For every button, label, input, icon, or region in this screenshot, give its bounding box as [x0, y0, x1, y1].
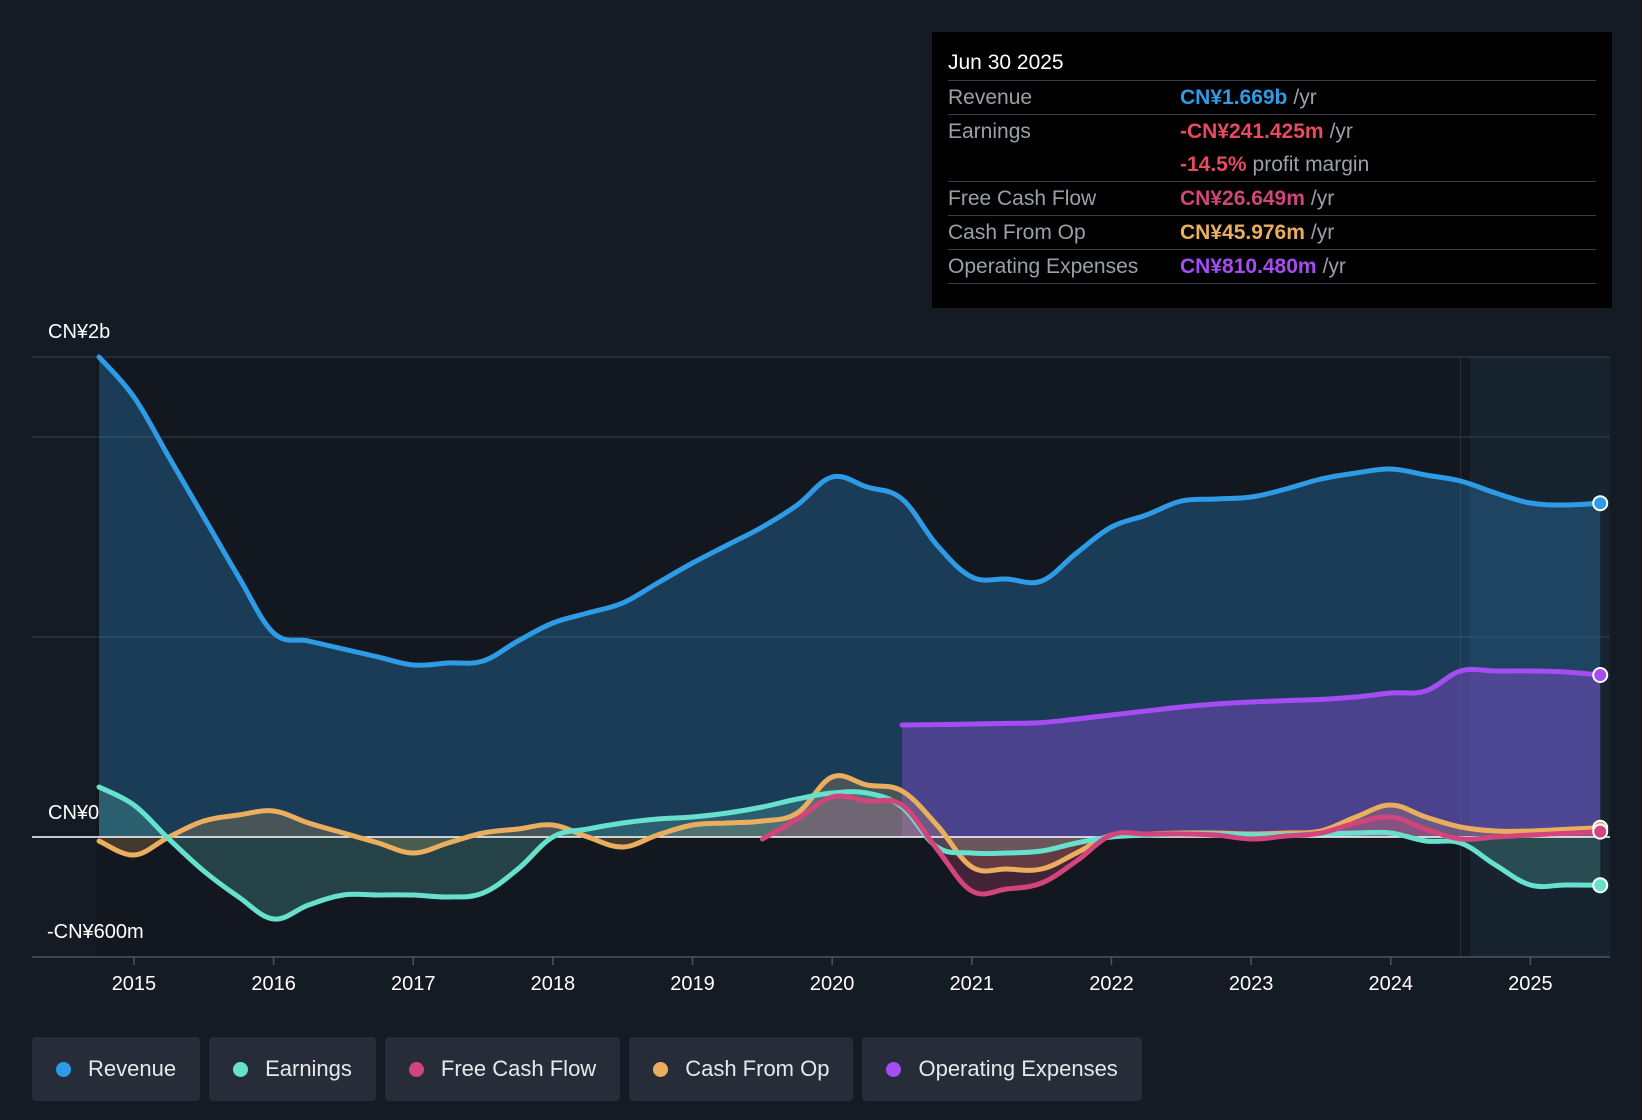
tooltip-value: CN¥45.976m	[1180, 220, 1305, 244]
operating-expenses-endpoint[interactable]	[1592, 667, 1609, 683]
x-tick-label: 2016	[251, 973, 296, 995]
tooltip-unit: profit margin	[1252, 152, 1370, 176]
tooltip-unit: /yr	[1310, 186, 1335, 210]
tooltip-label: Free Cash Flow	[948, 186, 1097, 210]
revenue-line	[96, 354, 1603, 668]
x-tick-label: 2019	[670, 973, 715, 995]
legend-dot-icon	[233, 1061, 249, 1077]
tooltip-unit: /yr	[1310, 220, 1335, 244]
legend-label: Revenue	[88, 1056, 177, 1081]
earnings-line	[96, 784, 1603, 922]
x-tick-label: 2024	[1369, 973, 1414, 995]
tooltip-value: CN¥26.649m	[1180, 186, 1305, 210]
legend-label: Cash From Op	[685, 1056, 830, 1081]
legend-dot-icon	[653, 1061, 669, 1077]
legend-item-earnings[interactable]: Earnings	[209, 1037, 376, 1101]
tooltip-panel: Jun 30 2025 Revenue CN¥1.669b /yr Earnin…	[932, 32, 1612, 308]
y-axis-top-label: CN¥2b	[48, 321, 111, 343]
forecast-region-bg	[1470, 357, 1610, 957]
tooltip-unit: /yr	[1322, 254, 1346, 278]
operating-expenses-area	[901, 669, 1601, 837]
legend-dot-icon	[56, 1061, 71, 1077]
free-cash-flow-line	[759, 793, 1603, 897]
legend-label: Free Cash Flow	[440, 1056, 597, 1081]
x-tick-label: 2021	[950, 973, 995, 995]
tooltip-value: -CN¥241.425m	[1180, 119, 1324, 143]
tooltip-row-earnings: Earnings -CN¥241.425m /yr	[948, 114, 1596, 148]
revenue-endpoint[interactable]	[1592, 495, 1609, 512]
y-axis-zero-label: CN¥0	[48, 802, 100, 824]
legend-dot-icon	[886, 1061, 902, 1077]
x-tick-label: 2022	[1089, 973, 1134, 995]
legend-item-free-cash-flow[interactable]: Free Cash Flow	[384, 1037, 621, 1101]
x-tick-label: 2020	[810, 973, 855, 995]
series-lines	[96, 354, 1603, 922]
past-region-bg	[96, 357, 1470, 957]
x-tick-label: 2025	[1508, 973, 1553, 995]
cash-from-op-line	[96, 773, 1603, 874]
x-tick-label: 2017	[391, 973, 436, 995]
earnings-area	[99, 787, 1601, 920]
legend-item-cash-from-op[interactable]: Cash From Op	[629, 1037, 854, 1101]
tooltip-label: Revenue	[948, 85, 1033, 109]
tooltip-row-revenue: Revenue CN¥1.669b /yr	[948, 80, 1596, 114]
earnings-endpoint[interactable]	[1592, 877, 1609, 894]
y-axis-bottom-label: -CN¥600m	[47, 921, 144, 943]
revenue-area	[99, 357, 1601, 837]
legend-label: Operating Expenses	[918, 1056, 1118, 1081]
tooltip-row-operating-expenses: Operating Expenses CN¥810.480m /yr	[948, 249, 1596, 284]
tooltip-label: Earnings	[948, 119, 1031, 143]
legend-item-operating-expenses[interactable]: Operating Expenses	[862, 1037, 1142, 1101]
tooltip-unit: /yr	[1329, 119, 1353, 143]
tooltip-row-cash-from-op: Cash From Op CN¥45.976m /yr	[948, 215, 1596, 249]
tooltip-value: -14.5%	[1180, 152, 1247, 176]
legend-dot-icon	[408, 1061, 424, 1077]
gridlines	[32, 356, 1610, 957]
tooltip-value: CN¥810.480m	[1180, 254, 1317, 278]
legend-item-revenue[interactable]: Revenue	[32, 1037, 201, 1101]
tooltip-label: Cash From Op	[948, 220, 1086, 244]
tooltip-date: Jun 30 2025	[948, 51, 1064, 74]
cash-from-op-area	[99, 775, 1601, 872]
tooltip-label: Operating Expenses	[948, 254, 1139, 278]
legend: Revenue Earnings Free Cash Flow Cash Fro…	[32, 1037, 1142, 1101]
legend-label: Earnings	[265, 1056, 352, 1081]
tooltip-row-profit-margin: -14.5% profit margin	[948, 148, 1596, 181]
tooltip-row-free-cash-flow: Free Cash Flow CN¥26.649m /yr	[948, 181, 1596, 215]
x-tick-label: 2023	[1229, 973, 1274, 995]
tooltip-value: CN¥1.669b	[1180, 85, 1288, 109]
operating-expenses-line	[899, 666, 1603, 728]
free-cash-flow-endpoint[interactable]	[1592, 823, 1609, 840]
tooltip-unit: /yr	[1293, 85, 1317, 109]
x-tick-label: 2018	[531, 973, 576, 995]
series-endpoints	[1592, 495, 1609, 894]
x-tick-label: 2015	[112, 973, 157, 995]
x-axis-ticks: 2015 2016 2017 2018 2019 2020 2021 2022 2023 2024…	[112, 957, 1553, 995]
